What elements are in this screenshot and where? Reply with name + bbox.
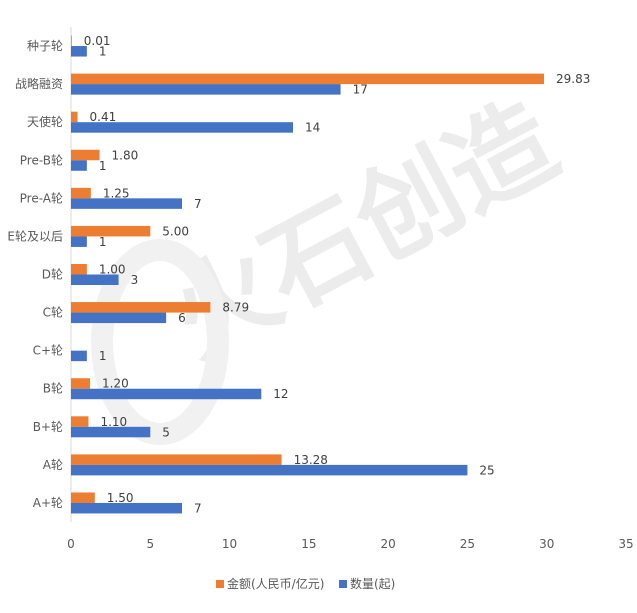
x-tick-label: 0 xyxy=(67,537,75,551)
count-bar xyxy=(71,274,119,285)
count-bar xyxy=(71,502,182,514)
amount-bar xyxy=(71,416,89,427)
count-data-label: 6 xyxy=(178,311,186,325)
category-label: 种子轮 xyxy=(27,39,63,53)
category-label: C+轮 xyxy=(33,344,63,358)
amount-bar xyxy=(71,454,282,465)
count-bar xyxy=(71,160,87,171)
count-bar xyxy=(71,312,167,324)
x-tick-label: 35 xyxy=(618,537,633,551)
count-data-label: 12 xyxy=(273,387,288,401)
amount-data-label: 1.00 xyxy=(99,263,126,277)
category-label: E轮及以后 xyxy=(7,229,63,243)
count-data-label: 7 xyxy=(194,197,202,211)
count-data-label: 1 xyxy=(99,159,107,173)
amount-bar xyxy=(71,225,151,237)
amount-bar xyxy=(71,378,91,389)
x-tick-label: 30 xyxy=(539,537,554,551)
category-label: 天使轮 xyxy=(27,114,63,129)
count-data-label: 1 xyxy=(99,45,107,59)
amount-data-label: 1.10 xyxy=(100,415,127,429)
count-bar xyxy=(71,388,262,400)
amount-data-label: 1.25 xyxy=(103,186,130,200)
category-label: 战略融资 xyxy=(15,76,63,91)
amount-bar xyxy=(71,302,211,313)
amount-data-label: 1.20 xyxy=(102,377,129,391)
count-bar xyxy=(71,198,182,209)
category-label: Pre-A轮 xyxy=(20,191,63,205)
count-data-label: 14 xyxy=(305,121,320,135)
count-bar xyxy=(71,350,87,362)
category-label: A轮 xyxy=(43,458,63,472)
count-bar xyxy=(71,236,87,247)
watermark-flame-icon xyxy=(91,239,229,445)
count-bar xyxy=(71,46,87,57)
category-label: D轮 xyxy=(42,268,63,282)
count-data-label: 5 xyxy=(162,425,170,439)
amount-data-label: 1.80 xyxy=(112,148,139,162)
legend-swatch-count xyxy=(339,580,347,588)
count-data-label: 17 xyxy=(353,83,368,97)
category-label: B+轮 xyxy=(33,420,63,434)
amount-data-label: 29.83 xyxy=(556,72,590,86)
x-tick-label: 10 xyxy=(222,537,237,551)
count-data-label: 1 xyxy=(99,235,107,249)
amount-bar xyxy=(71,73,545,85)
legend-label-amount: 金额(人民币/亿元) xyxy=(227,576,324,591)
axes: 0 5 10 15 20 25 30 35种子轮战略融资天使轮Pre-B轮Pre-A轮E轮及以… xyxy=(7,27,634,551)
amount-data-label: 8.79 xyxy=(222,301,249,315)
amount-bar xyxy=(71,492,95,503)
amount-bar xyxy=(71,264,87,275)
legend-swatch-amount xyxy=(216,580,224,588)
category-label: C轮 xyxy=(43,306,63,320)
x-tick-label: 20 xyxy=(381,537,396,551)
legend: 金额(人民币/亿元) 数量(起) xyxy=(216,576,395,591)
count-bar xyxy=(71,426,151,438)
amount-data-label: 0.01 xyxy=(84,34,111,48)
count-data-label: 3 xyxy=(131,273,139,287)
count-bar xyxy=(71,464,468,476)
category-label: A+轮 xyxy=(33,496,63,510)
data-labels: 0.01129.83170.41141.8011.2575.0011.0038.… xyxy=(84,34,591,515)
amount-bar xyxy=(71,187,91,199)
bars xyxy=(71,35,545,514)
amount-data-label: 5.00 xyxy=(162,224,189,238)
count-bar xyxy=(71,122,293,133)
count-data-label: 1 xyxy=(99,349,107,363)
x-tick-label: 25 xyxy=(460,537,475,551)
x-tick-label: 5 xyxy=(146,537,154,551)
category-label: Pre-B轮 xyxy=(20,153,63,167)
legend-label-count: 数量(起) xyxy=(350,576,395,591)
count-data-label: 25 xyxy=(479,463,494,477)
x-tick-label: 15 xyxy=(301,537,316,551)
category-label: B轮 xyxy=(43,382,63,396)
amount-bar xyxy=(71,149,100,161)
amount-data-label: 13.28 xyxy=(294,453,328,467)
amount-bar xyxy=(71,35,72,47)
count-bar xyxy=(71,84,341,95)
amount-data-label: 0.41 xyxy=(90,110,117,124)
count-data-label: 7 xyxy=(194,501,202,515)
amount-bar xyxy=(71,111,78,123)
amount-data-label: 1.50 xyxy=(107,491,134,505)
